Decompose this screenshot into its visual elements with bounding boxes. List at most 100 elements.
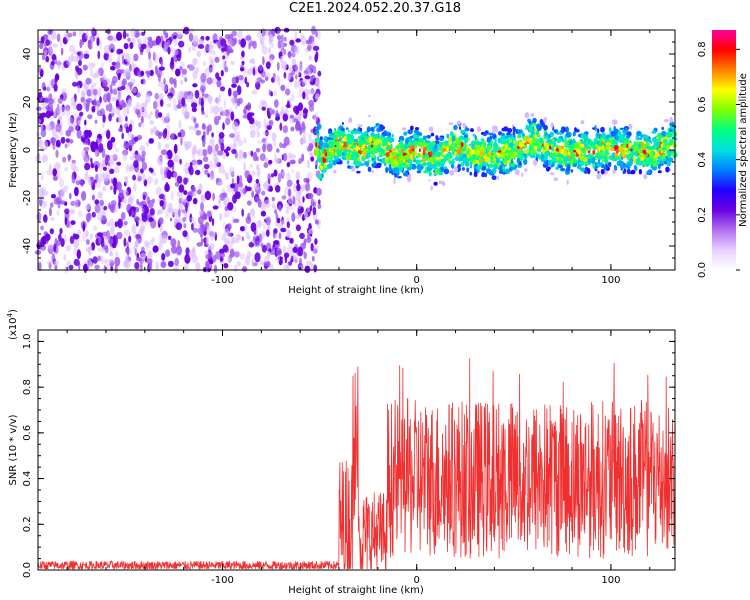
- spectrogram-cell: [502, 157, 505, 163]
- spectrogram-cell: [332, 134, 337, 140]
- spectrogram-cell: [85, 212, 92, 222]
- spectrogram-cell: [251, 58, 255, 65]
- spectrogram-cell: [499, 168, 504, 174]
- spectrogram-cell: [428, 162, 433, 166]
- spectrogram-cell: [278, 232, 282, 240]
- spectrogram-cell: [451, 163, 455, 169]
- spectrogram-cell: [72, 81, 78, 87]
- spectrogram-cell: [133, 53, 139, 62]
- spectrogram-cell: [200, 232, 203, 238]
- spectrogram-cell: [74, 186, 79, 197]
- spectrogram-cell: [83, 53, 90, 59]
- spectrogram-cell: [504, 135, 510, 139]
- spectrogram-cell: [230, 171, 235, 178]
- spectrogram-cell: [564, 126, 570, 133]
- spectrogram-cell: [261, 230, 266, 239]
- spectrogram-cell: [319, 152, 322, 156]
- spectrogram-cell: [123, 237, 127, 247]
- spectrogram-cell: [256, 32, 261, 38]
- spectrogram-cell: [263, 181, 270, 191]
- spectrogram-cell: [184, 77, 188, 82]
- spectrogram-cell: [197, 189, 202, 195]
- spectrogram-cell: [464, 138, 468, 144]
- spectrogram-cell: [308, 228, 315, 234]
- spectrogram-cell: [231, 177, 235, 185]
- spectrogram-cell: [249, 124, 256, 130]
- spectrogram-cell: [267, 222, 271, 231]
- spectrogram-cell: [106, 140, 113, 151]
- spectrogram-cell: [592, 149, 596, 155]
- spectrogram-cell: [145, 141, 150, 147]
- spectrogram-cell: [40, 129, 47, 138]
- y-tick-label: 1.0: [22, 333, 33, 349]
- spectrogram-cell: [58, 177, 64, 188]
- spectrogram-cell: [210, 105, 215, 114]
- spectrogram-cell: [373, 125, 377, 129]
- spectrogram-cell: [438, 143, 441, 148]
- spectrogram-cell: [270, 263, 274, 272]
- spectrogram-cell: [638, 144, 641, 149]
- spectrogram-cell: [487, 151, 492, 156]
- spectrogram-cell: [244, 256, 251, 266]
- spectrogram-cell: [252, 67, 256, 76]
- spectrogram-cell: [259, 260, 264, 266]
- spectrogram-cell: [625, 143, 629, 148]
- spectrogram-cell: [298, 258, 303, 265]
- spectrogram-cell: [122, 189, 129, 198]
- spectrogram-cell: [45, 55, 50, 63]
- spectrogram-cell: [224, 66, 229, 73]
- spectrogram-cell: [247, 102, 251, 112]
- spectrogram-cell: [73, 199, 79, 209]
- spectrogram-cell: [116, 161, 122, 166]
- spectrogram-cell: [610, 130, 617, 137]
- spectrogram-cell: [56, 103, 60, 111]
- spectrogram-cell: [635, 166, 638, 171]
- spectrogram-cell: [664, 119, 669, 123]
- spectrogram-cell: [205, 236, 210, 246]
- spectrogram-cell: [177, 191, 181, 198]
- spectrogram-cell: [227, 113, 231, 119]
- spectrogram-cell: [315, 30, 318, 38]
- spectrogram-cell: [620, 156, 624, 161]
- spectrogram-cell: [488, 163, 494, 168]
- spectrogram-cell: [653, 139, 659, 143]
- spectrogram-cell: [218, 196, 222, 203]
- spectrogram-cell: [95, 237, 102, 246]
- spectrogram-cell: [106, 231, 111, 241]
- spectrogram-cell: [588, 158, 591, 164]
- spectrogram-cell: [157, 132, 162, 140]
- spectrogram-cell: [191, 185, 196, 193]
- spectrogram-cell: [53, 83, 58, 92]
- spectrogram-cell: [55, 139, 61, 148]
- spectrogram-cell: [571, 153, 576, 159]
- spectrogram-cell: [106, 129, 111, 140]
- spectrogram-cell: [347, 149, 352, 153]
- spectrogram-cell: [126, 85, 129, 92]
- spectrogram-cell: [48, 262, 52, 270]
- spectrogram-cell: [56, 104, 61, 114]
- spectrogram-cell: [73, 165, 79, 172]
- spectrogram-cell: [310, 75, 314, 83]
- spectrogram-cell: [229, 133, 236, 139]
- spectrogram-cell: [298, 158, 302, 165]
- spectrogram-cell: [174, 257, 179, 267]
- spectrogram-cell: [484, 159, 489, 163]
- spectrogram-cell: [526, 135, 529, 140]
- spectrogram-cell: [98, 87, 102, 98]
- spectrogram-cell: [454, 142, 457, 147]
- spectrogram-cell: [309, 151, 313, 157]
- spectrogram-cell: [451, 135, 456, 142]
- spectrogram-cell: [540, 144, 543, 150]
- spectrogram-cell: [39, 244, 47, 251]
- spectrogram-cell: [291, 64, 296, 70]
- spectrogram-cell: [188, 46, 192, 53]
- spectrogram-cell: [47, 102, 53, 111]
- spectrogram-cell: [113, 37, 118, 42]
- spectrogram-cell: [103, 44, 111, 55]
- spectrogram-cell: [523, 158, 528, 165]
- spectrogram-cell: [195, 130, 202, 136]
- spectrogram-cell: [658, 156, 662, 161]
- spectrogram-cell: [379, 124, 384, 131]
- spectrogram-cell: [94, 180, 101, 189]
